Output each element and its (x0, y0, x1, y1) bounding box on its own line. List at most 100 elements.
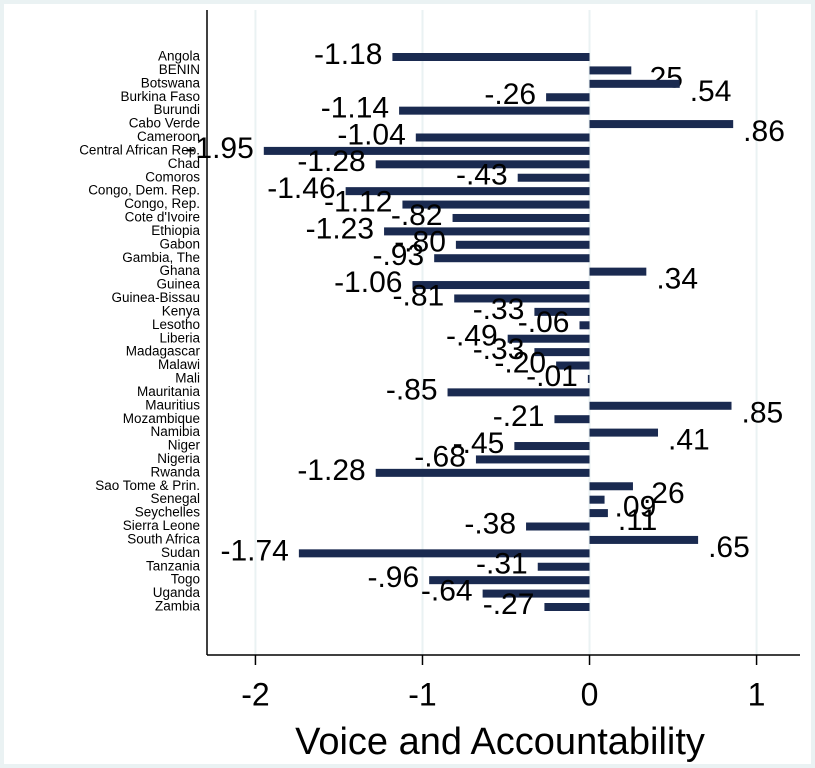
y-tick-label: Niger (168, 438, 201, 453)
bar (517, 173, 590, 182)
plot-region (4, 4, 811, 764)
y-tick-label: Guinea (156, 277, 200, 292)
value-label: -1.28 (297, 454, 365, 487)
value-label: -.64 (421, 575, 473, 608)
y-tick-label: Seychelles (135, 505, 201, 520)
bar (589, 482, 633, 491)
value-label: .85 (742, 397, 784, 430)
bar (399, 106, 590, 115)
bar (298, 549, 590, 558)
y-tick-label: Burkina Faso (120, 89, 200, 104)
value-label: -.93 (372, 239, 424, 272)
bar (412, 281, 590, 290)
bar (452, 213, 590, 222)
x-tick-label: 1 (748, 676, 766, 712)
bar (589, 120, 734, 129)
value-label: .09 (615, 491, 657, 524)
bar (589, 535, 699, 544)
y-tick-label: Togo (171, 572, 200, 587)
y-tick-label: Central African Rep. (79, 142, 200, 157)
bar (579, 321, 590, 330)
y-tick-label: Cote d'Ivoire (125, 210, 200, 225)
bar (589, 495, 605, 504)
value-label: -.31 (476, 548, 528, 581)
value-label: .65 (708, 531, 750, 564)
value-label: -.85 (386, 373, 438, 406)
bar (554, 415, 590, 424)
y-tick-label: Sao Tome & Prin. (95, 478, 200, 493)
y-tick-label: Mauritania (137, 384, 201, 399)
bar (475, 455, 590, 464)
y-tick-label: Mali (175, 371, 200, 386)
y-tick-label: Congo, Rep. (124, 196, 200, 211)
bar (482, 589, 590, 598)
x-tick-label: -2 (241, 676, 269, 712)
value-label: -.38 (464, 507, 516, 540)
y-tick-label: Cabo Verde (129, 116, 200, 131)
x-tick-label: 0 (581, 676, 599, 712)
bar (429, 576, 590, 585)
bar (415, 133, 590, 142)
value-label: -.45 (453, 427, 505, 460)
bar (589, 267, 647, 276)
y-tick-label: Comoros (145, 169, 200, 184)
bar (514, 442, 590, 451)
bar (556, 361, 590, 370)
bar (587, 374, 590, 383)
y-tick-label: Botswana (141, 75, 201, 90)
bar (526, 522, 590, 531)
y-tick-label: Liberia (159, 330, 200, 345)
value-label: .11 (618, 504, 657, 537)
y-tick-label: Malawi (158, 357, 200, 372)
bar (454, 294, 590, 303)
y-tick-label: South Africa (127, 531, 200, 546)
value-label: -.27 (483, 588, 535, 621)
value-label: -1.14 (321, 92, 389, 125)
value-label: .54 (690, 75, 732, 108)
y-tick-label: Angola (158, 49, 201, 64)
value-label: .26 (643, 477, 685, 510)
value-label: -.43 (456, 159, 508, 192)
value-label: -.49 (446, 320, 498, 353)
bar (507, 334, 590, 343)
y-tick-label: Ghana (159, 263, 200, 278)
bar (447, 388, 590, 397)
bar (455, 240, 590, 249)
value-label: .86 (743, 115, 785, 148)
y-tick-label: Gambia, The (122, 250, 200, 265)
bar (589, 509, 608, 518)
value-label: -1.95 (185, 132, 253, 165)
bar (534, 307, 590, 316)
value-label: -.33 (473, 333, 525, 366)
y-tick-label: Namibia (150, 424, 200, 439)
value-label: -1.46 (267, 172, 335, 205)
bar (589, 401, 732, 410)
value-label: -1.18 (314, 38, 382, 71)
value-label: -1.06 (334, 266, 402, 299)
y-tick-label: Mozambique (123, 411, 200, 426)
y-tick-label: BENIN (159, 62, 200, 77)
y-tick-label: Gabon (159, 236, 200, 251)
bar (434, 254, 590, 263)
value-label: -.96 (367, 561, 419, 594)
y-tick-label: Nigeria (157, 451, 200, 466)
value-label: -1.12 (324, 185, 392, 218)
value-label: -1.74 (220, 534, 288, 567)
bar (375, 468, 590, 477)
y-tick-label: Senegal (150, 491, 200, 506)
bar (589, 79, 680, 88)
y-tick-label: Sierra Leone (123, 518, 200, 533)
y-tick-label: Burundi (153, 102, 200, 117)
value-label: -.01 (526, 360, 578, 393)
value-label: -.81 (393, 279, 445, 312)
value-label: .25 (641, 61, 683, 94)
y-tick-label: Madagascar (126, 344, 201, 359)
value-label: -1.28 (297, 145, 365, 178)
bar (402, 200, 590, 209)
value-label: -.20 (494, 346, 546, 379)
y-tick-label: Rwanda (150, 464, 200, 479)
bar (534, 348, 590, 357)
bar (392, 53, 590, 61)
bar (375, 160, 590, 169)
